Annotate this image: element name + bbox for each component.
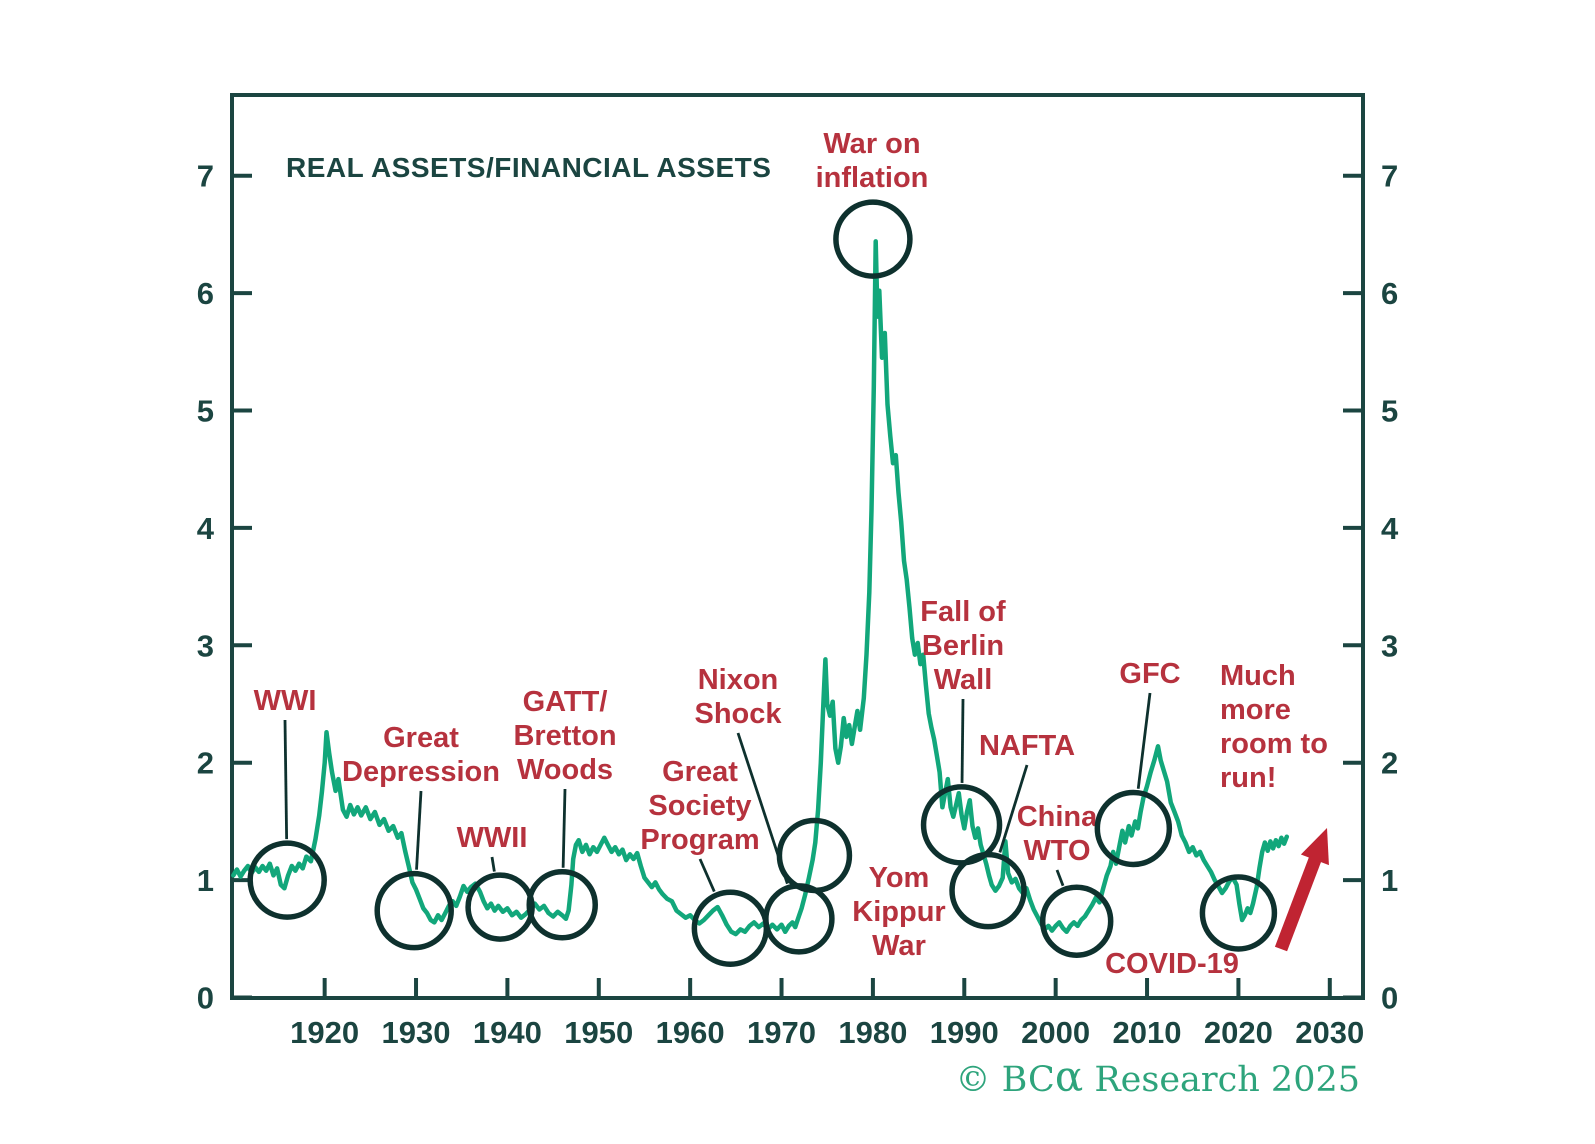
event-circle-wwi: [247, 840, 327, 920]
x-axis-label: 1920: [290, 1015, 359, 1050]
watermark-suffix: Research 2025: [1083, 1060, 1360, 1100]
annotation-wwi: WWI: [247, 685, 327, 920]
y-axis-label-left: 4: [197, 511, 215, 546]
annotation-label-great-depression: Great Depression: [342, 722, 500, 788]
watermark-prefix: © BC: [955, 1060, 1055, 1100]
annotation-gatt-bretton-woods: GATT/Bretton Woods: [513, 686, 617, 941]
x-axis-label: 1930: [382, 1015, 451, 1050]
upside-arrow-shaft: [1274, 844, 1326, 952]
annotation-label-wwii: WWII: [457, 822, 528, 854]
leader-line-wwi: [283, 719, 289, 840]
x-axis-label: 2030: [1295, 1015, 1364, 1050]
upside-arrow-head: [1300, 828, 1329, 866]
annotation-gfc: GFC: [1094, 658, 1181, 868]
event-circle-gfc: [1094, 789, 1173, 868]
x-axis-label: 1980: [838, 1015, 907, 1050]
x-axis-label: 1940: [473, 1015, 542, 1050]
y-axis-label-right: 3: [1381, 628, 1398, 663]
y-axis-label-right: 4: [1381, 511, 1399, 546]
annotation-label-gfc: GFC: [1119, 658, 1180, 690]
bca-alpha-glyph: α: [1054, 1052, 1084, 1101]
annotation-label-war-on-inflation: War on inflation: [816, 128, 929, 194]
annotation-yom-kippur-war: Yom Kippur War: [776, 817, 946, 962]
annotation-china-wto: China WTO: [1017, 801, 1114, 958]
y-axis-label-right: 1: [1381, 863, 1398, 898]
annotation-label-gatt-bretton-woods: GATT/Bretton Woods: [513, 686, 616, 786]
annotation-label-nafta: NAFTA: [979, 730, 1075, 762]
event-circle-nafta: [949, 851, 1027, 930]
leader-line-great-depression: [415, 790, 423, 870]
annotation-nafta: NAFTA: [949, 730, 1075, 930]
y-axis-label-right: 5: [1381, 394, 1398, 429]
y-axis-label-left: 6: [197, 276, 214, 311]
annotation-wwii: WWII: [457, 822, 535, 942]
annotation-label-yom-kippur-war: Yom Kippur War: [852, 862, 945, 962]
x-axis-label: 1950: [564, 1015, 633, 1050]
annotation-label-much-more-room-to-run: Much more room to run!: [1220, 660, 1328, 794]
x-axis-label: 1990: [930, 1015, 999, 1050]
annotation-war-on-inflation: War on inflation: [816, 128, 929, 279]
ratio-line: [231, 239, 1290, 937]
y-axis-label-right: 7: [1381, 159, 1398, 194]
annotation-label-china-wto: China WTO: [1017, 801, 1098, 867]
x-axis-label: 1960: [656, 1015, 725, 1050]
annotation-covid-19: COVID-19: [1105, 874, 1278, 980]
x-axis-label: 2010: [1113, 1015, 1182, 1050]
x-axis-label: 1970: [747, 1015, 816, 1050]
leader-line-china-wto: [1055, 869, 1065, 887]
y-axis-label-left: 0: [197, 981, 214, 1016]
event-circle-great-depression: [374, 870, 454, 951]
annotation-fall-of-berlin-wall: Fall of Berlin Wall: [920, 596, 1006, 866]
leader-line-gfc: [1136, 692, 1152, 789]
leader-line-great-society-program: [698, 858, 716, 893]
y-axis-label-right: 6: [1381, 276, 1398, 311]
event-circle-covid-19: [1199, 874, 1278, 952]
y-axis-label-left: 5: [197, 394, 214, 429]
annotation-great-depression: Great Depression: [342, 722, 500, 951]
upside-arrow: [1274, 828, 1329, 952]
annotation-label-fall-of-berlin-wall: Fall of Berlin Wall: [920, 596, 1006, 696]
event-circle-war-on-inflation: [833, 199, 913, 279]
event-circle-yom-kippur-war: [776, 817, 853, 894]
y-axis-label-left: 3: [197, 628, 214, 663]
plot-border: [230, 93, 1365, 1000]
y-axis-label-right: 0: [1381, 981, 1398, 1016]
x-axis-label: 2000: [1021, 1015, 1090, 1050]
y-axis-label-left: 7: [197, 159, 214, 194]
annotation-label-nixon-shock: Nixon Shock: [694, 664, 782, 730]
x-axis-label: 2020: [1204, 1015, 1273, 1050]
event-circle-wwii: [465, 872, 535, 942]
annotation-great-society-program: Great Society Program: [640, 756, 770, 967]
leader-line-fall-of-berlin-wall: [960, 698, 965, 783]
leader-line-nafta: [998, 764, 1029, 853]
bca-research-watermark: © BCα Research 2025: [955, 1056, 1360, 1101]
y-axis-label-right: 2: [1381, 746, 1398, 781]
annotation-much-more-room-to-run: Much more room to run!: [1220, 660, 1328, 794]
leader-line-gatt-bretton-woods: [561, 788, 567, 868]
event-circle-gatt-bretton-woods: [526, 869, 598, 941]
leader-line-wwii: [490, 856, 496, 872]
event-circle-china-wto: [1039, 884, 1114, 958]
chart-title: REAL ASSETS/FINANCIAL ASSETS: [286, 152, 772, 183]
y-axis-label-left: 1: [197, 863, 214, 898]
annotation-label-great-society-program: Great Society Program: [640, 756, 759, 856]
y-axis-label-left: 2: [197, 746, 214, 781]
annotation-label-wwi: WWI: [254, 685, 317, 717]
annotation-label-covid-19: COVID-19: [1105, 948, 1239, 980]
